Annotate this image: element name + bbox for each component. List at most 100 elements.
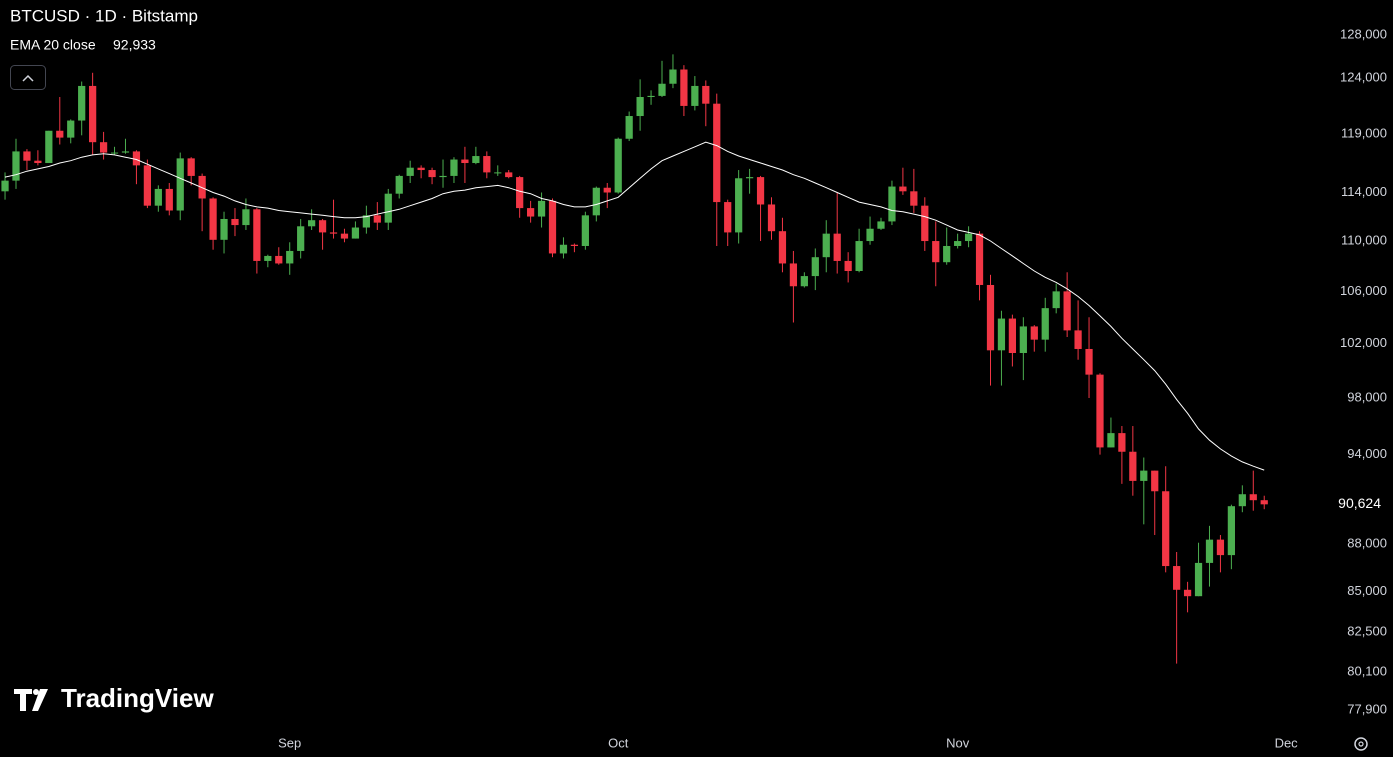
candle-body: [242, 209, 250, 226]
candle-body: [483, 156, 491, 173]
candle-body: [56, 130, 64, 138]
candle-body: [253, 209, 261, 261]
candle-body: [844, 260, 852, 272]
candle-body: [833, 233, 841, 261]
candle-body: [34, 160, 42, 164]
ema-line: [4, 141, 1265, 471]
candle-body: [417, 167, 425, 171]
candle-body: [505, 172, 513, 178]
candle-body: [680, 69, 688, 106]
candle-body: [669, 69, 677, 84]
y-tick-label: 119,000: [1341, 126, 1387, 141]
collapse-button-frame[interactable]: [10, 65, 46, 90]
candle-body: [658, 83, 666, 96]
candle-body: [99, 142, 108, 153]
candle-body: [691, 85, 699, 106]
candle-body: [1063, 291, 1071, 331]
candle-body: [1249, 494, 1257, 501]
candle-body: [1096, 374, 1104, 448]
candle-body: [548, 200, 557, 254]
candle-body: [822, 233, 830, 258]
candle-body: [1183, 589, 1192, 597]
candle-body: [986, 284, 995, 351]
candle-body: [1107, 433, 1115, 448]
settings-button[interactable]: [1354, 737, 1368, 751]
candle-body: [78, 85, 86, 121]
candle-body: [921, 205, 929, 242]
candle-body: [1074, 330, 1082, 349]
y-tick-label: 94,000: [1347, 446, 1387, 461]
candle-body: [866, 228, 874, 242]
candle-body: [636, 97, 644, 117]
candle-body: [537, 200, 546, 217]
y-tick-label: 102,000: [1340, 335, 1387, 350]
candle-body: [165, 188, 173, 211]
candle-body: [110, 152, 119, 154]
y-tick-label: 114,000: [1341, 184, 1387, 199]
candle-body: [1151, 470, 1159, 492]
candle-body: [1085, 348, 1093, 375]
candle-body: [1173, 566, 1181, 590]
candle-body: [297, 226, 305, 251]
candle-body: [877, 221, 885, 229]
candle-body: [767, 204, 776, 232]
candle-body: [527, 208, 535, 217]
candle-body: [12, 151, 20, 181]
last-price-label: 90,624: [1338, 495, 1381, 511]
candle-body: [461, 159, 469, 164]
watermark: TradingView: [14, 683, 214, 713]
candle-body: [121, 151, 130, 153]
candle-body: [724, 202, 732, 233]
candle-body: [910, 191, 918, 206]
candle-body: [603, 187, 611, 193]
candle-body: [1129, 451, 1137, 481]
candle-body: [1140, 470, 1148, 481]
candle-body: [318, 220, 327, 233]
candle-body: [1, 180, 9, 192]
watermark-logo-dot: [33, 689, 39, 695]
candle-body: [800, 276, 808, 287]
candle-body: [954, 241, 962, 246]
candle-body: [964, 233, 973, 242]
candle-body: [209, 198, 217, 240]
candle-body: [264, 255, 272, 261]
candle-body: [997, 318, 1006, 351]
candle-body: [888, 186, 896, 222]
collapse-button[interactable]: [10, 65, 46, 90]
y-tick-label: 82,500: [1347, 623, 1387, 638]
candle-body: [1227, 506, 1235, 556]
candle-body: [811, 257, 819, 277]
candle-body: [154, 188, 162, 206]
x-tick-label: Sep: [278, 735, 301, 750]
collapse-icon[interactable]: [22, 74, 34, 82]
candle-body: [428, 170, 436, 178]
candle-body: [943, 245, 951, 263]
candle-body: [132, 151, 141, 166]
candle-body: [756, 177, 765, 205]
candle-body: [713, 103, 721, 203]
candle-body: [384, 193, 392, 223]
candle-body: [614, 138, 622, 193]
candle-body: [1238, 494, 1246, 507]
candle-body: [559, 244, 568, 254]
settings-icon[interactable]: [1354, 737, 1368, 751]
y-tick-label: 128,000: [1340, 27, 1387, 42]
settings-icon-center[interactable]: [1358, 741, 1364, 747]
candle-body: [143, 165, 151, 206]
candle-body: [581, 215, 589, 246]
candle-body: [570, 244, 579, 246]
candle-body: [23, 151, 31, 161]
chart-title: BTCUSD · 1D · Bitstamp: [10, 6, 198, 25]
candle-body: [373, 215, 381, 223]
x-tick-label: Nov: [946, 735, 970, 750]
candle-body: [494, 172, 502, 174]
candle-body: [1019, 326, 1027, 353]
y-tick-label: 85,000: [1347, 583, 1387, 598]
candle-body: [1205, 539, 1214, 563]
candle-body: [176, 158, 184, 211]
x-tick-label: Dec: [1275, 735, 1299, 750]
candle-body: [351, 227, 360, 239]
watermark-logo: [14, 689, 48, 711]
candle-body: [1008, 318, 1017, 353]
candle-body: [187, 158, 195, 176]
